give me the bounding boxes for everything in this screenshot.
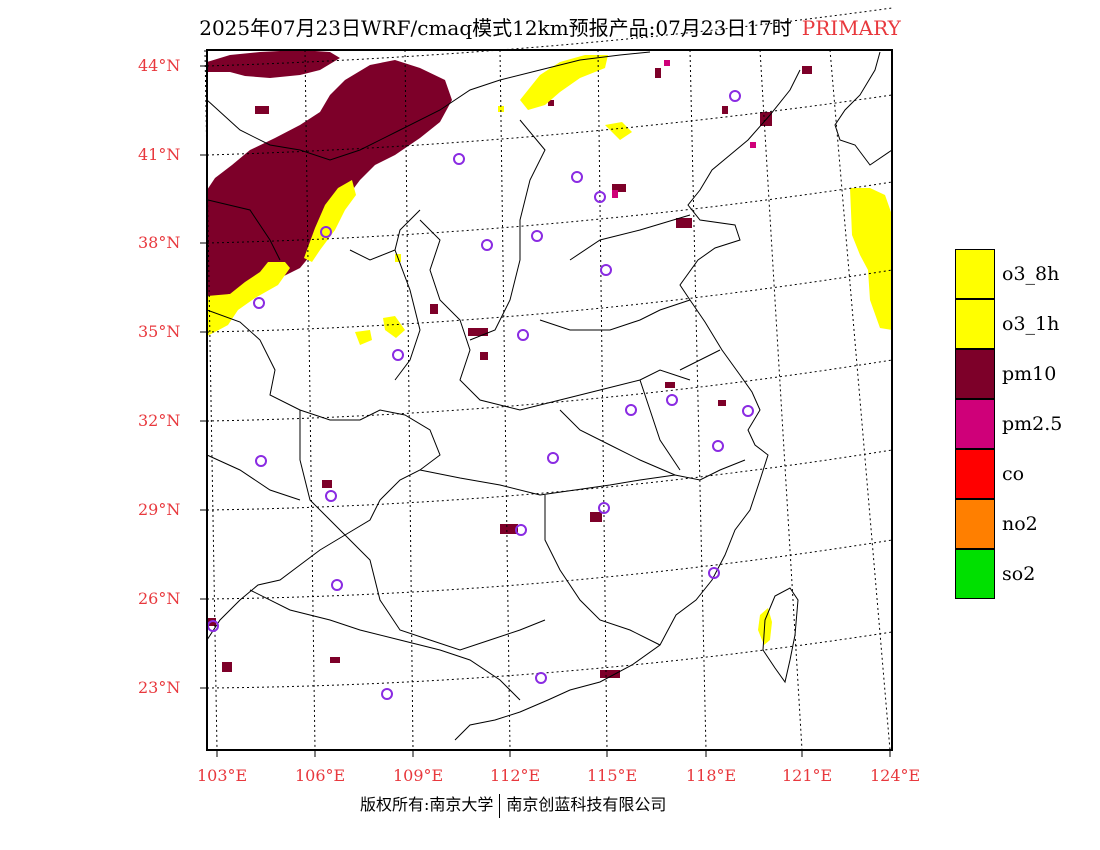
station-marker	[712, 440, 724, 452]
station-marker	[331, 579, 343, 591]
legend-label: pm10	[1002, 363, 1057, 385]
legend-swatch	[955, 299, 995, 349]
pm10-field	[207, 50, 812, 678]
legend-swatch	[955, 499, 995, 549]
legend-swatch	[955, 449, 995, 499]
lon-label-106e: 106°E	[295, 766, 346, 785]
legend-item-no2: no2	[955, 499, 1095, 549]
station-marker	[598, 502, 610, 514]
graticule	[204, 7, 893, 751]
lon-label-121e: 121°E	[782, 766, 833, 785]
lat-label-38n: 38°N	[138, 233, 181, 252]
station-markers	[207, 90, 754, 700]
station-marker	[594, 191, 606, 203]
legend-label: so2	[1002, 563, 1036, 585]
legend-swatch	[955, 349, 995, 399]
station-marker	[531, 230, 543, 242]
lat-label-29n: 29°N	[138, 500, 181, 519]
copyright-footer: 版权所有:南京大学 南京创蓝科技有限公司	[360, 791, 666, 818]
lat-label-32n: 32°N	[138, 411, 181, 430]
station-marker	[517, 329, 529, 341]
station-marker	[535, 672, 547, 684]
legend-item-co: co	[955, 449, 1095, 499]
title-primary-tag: PRIMARY	[801, 16, 901, 40]
pollutant-legend: o3_8h o3_1h pm10 pm2.5 co no2 so2	[955, 249, 1095, 599]
station-marker	[255, 455, 267, 467]
tick-marks	[200, 65, 891, 757]
lat-label-44n: 44°N	[138, 56, 181, 75]
legend-item-o3-8h: o3_8h	[955, 249, 1095, 299]
legend-item-so2: so2	[955, 549, 1095, 599]
legend-swatch	[955, 399, 995, 449]
lon-label-112e: 112°E	[490, 766, 541, 785]
lon-label-115e: 115°E	[587, 766, 638, 785]
legend-item-o3-1h: o3_1h	[955, 299, 1095, 349]
legend-item-pm10: pm10	[955, 349, 1095, 399]
legend-label: co	[1002, 463, 1025, 485]
station-marker	[381, 688, 393, 700]
station-marker	[481, 239, 493, 251]
title-main: 2025年07月23日WRF/cmaq模式12km预报产品:07月23日17时	[199, 16, 792, 40]
station-marker	[708, 567, 720, 579]
station-marker	[547, 452, 559, 464]
lon-label-124e: 124°E	[870, 766, 921, 785]
legend-label: o3_1h	[1002, 313, 1060, 335]
footer-divider	[499, 793, 501, 818]
station-marker	[742, 405, 754, 417]
legend-swatch	[955, 549, 995, 599]
legend-item-pm25: pm2.5	[955, 399, 1095, 449]
station-marker	[325, 490, 337, 502]
copyright-company: 南京创蓝科技有限公司	[506, 795, 667, 814]
map-title: 2025年07月23日WRF/cmaq模式12km预报产品:07月23日17时 P…	[0, 12, 1100, 41]
lat-label-41n: 41°N	[138, 145, 181, 164]
station-marker	[453, 153, 465, 165]
station-marker	[320, 226, 332, 238]
station-marker	[729, 90, 741, 102]
lat-label-23n: 23°N	[138, 678, 181, 697]
lon-label-103e: 103°E	[197, 766, 248, 785]
station-marker	[600, 264, 612, 276]
lon-label-118e: 118°E	[686, 766, 737, 785]
station-marker	[666, 394, 678, 406]
legend-label: pm2.5	[1002, 413, 1063, 435]
legend-swatch	[955, 249, 995, 299]
legend-label: o3_8h	[1002, 263, 1060, 285]
station-marker	[392, 349, 404, 361]
lat-label-35n: 35°N	[138, 322, 181, 341]
pm25-field	[612, 60, 756, 198]
map-frame	[206, 49, 893, 751]
copyright-owner: 版权所有:南京大学	[360, 795, 494, 814]
station-marker	[515, 524, 527, 536]
legend-label: no2	[1002, 513, 1038, 535]
lon-label-109e: 109°E	[393, 766, 444, 785]
station-marker	[625, 404, 637, 416]
station-marker	[571, 171, 583, 183]
boundaries	[206, 51, 893, 741]
station-marker	[253, 297, 265, 309]
lat-label-26n: 26°N	[138, 589, 181, 608]
